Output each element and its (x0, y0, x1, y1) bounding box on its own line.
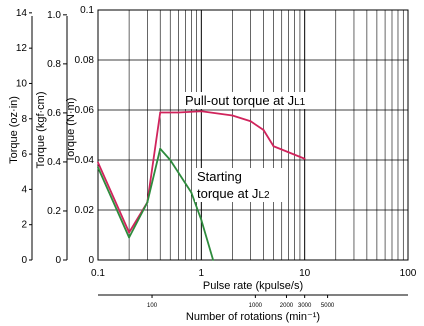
ozin-tick-label: 4 (21, 184, 27, 195)
ozin-tick-label: 12 (16, 43, 28, 54)
ozin-tick-label: 14 (16, 8, 28, 19)
series-1-point (97, 161, 99, 164)
series-1-point (128, 231, 131, 234)
series-2-point (97, 166, 99, 169)
plot-frame (97, 9, 409, 261)
series-2-point (200, 219, 203, 221)
annotation-starting-line1: Starting (197, 169, 242, 184)
x-tick-label: 0.1 (91, 268, 105, 279)
series-1-point (272, 145, 275, 148)
y-tick-label: 0.08 (75, 55, 95, 66)
kgf-tick-label: 0 (55, 255, 61, 266)
x-tick-label: 10 (299, 268, 311, 279)
series-2-point (159, 147, 162, 150)
series-layer (97, 110, 306, 261)
annotation-starting-text: torque at J (197, 186, 258, 201)
ozin-tick-label: 6 (21, 149, 27, 160)
y-axis-title-ozin: Torque (oz·in) (8, 96, 20, 164)
y-axis-title-kgf: Torque (kgf·cm) (35, 91, 47, 168)
series-1-point (200, 110, 203, 113)
grid (97, 9, 408, 261)
series-1-point (249, 120, 252, 123)
y-tick-label: 0.02 (75, 205, 95, 216)
series-2-point (146, 201, 149, 204)
rpm-tick-label: 100 (147, 303, 158, 309)
x-tick-label: 100 (400, 268, 417, 279)
series-2-point (190, 191, 193, 194)
ozin-tick-label: 8 (21, 114, 27, 125)
rpm-tick-label: 5000 (321, 303, 335, 309)
annotation-pullout-sub: L1 (294, 97, 306, 108)
ozin-tick-label: 2 (21, 220, 27, 231)
annotation-pullout: Pull-out torque at JL1 (183, 92, 335, 109)
series-1-point (159, 111, 162, 114)
axes: 0.1 1 10 10000.020.040.060.080.100.20.40.60… (16, 5, 417, 309)
rpm-tick-label: 1000 (249, 303, 263, 309)
series-1-point (231, 114, 234, 117)
series-line-2 (97, 147, 214, 261)
series-2-point (212, 259, 215, 261)
y-tick-label: 0.04 (75, 155, 95, 166)
svg-text:torque at JL2: torque at JL2 (197, 186, 270, 201)
kgf-tick-label: 0.2 (47, 206, 61, 217)
x-tick-label: 1 (199, 268, 205, 279)
rpm-tick-label: 2000 (280, 303, 294, 309)
y-tick-label: 0.06 (75, 105, 95, 116)
rpm-tick-label: 3000 (298, 303, 312, 309)
kgf-tick-label: 1.0 (47, 10, 61, 21)
ozin-tick-label: 10 (16, 78, 28, 89)
x-axis-title-rpm: Number of rotations (min⁻¹) (186, 311, 320, 323)
x-axis-title: Pulse rate (kpulse/s) (203, 280, 303, 292)
series-2-point (128, 236, 131, 239)
annotation-starting: Starting torque at JL2 (195, 168, 285, 202)
kgf-tick-label: 0.6 (47, 108, 61, 119)
y-axis-title-nm: Torque (N·m) (65, 98, 77, 163)
annotation-starting-sub: L2 (258, 190, 270, 201)
y-tick-label: 0 (88, 255, 94, 266)
kgf-tick-label: 0.8 (47, 59, 61, 70)
ozin-tick-label: 0 (21, 255, 27, 266)
series-1-point (303, 157, 306, 160)
series-1-point (262, 129, 265, 131)
y-tick-label: 0.1 (80, 5, 94, 16)
series-2-point (169, 159, 172, 161)
kgf-tick-label: 0.4 (47, 157, 61, 168)
svg-text:Pull-out torque at JL1: Pull-out torque at JL1 (185, 93, 306, 108)
series-1-point (177, 111, 180, 114)
annotation-pullout-text: Pull-out torque at J (185, 93, 294, 108)
